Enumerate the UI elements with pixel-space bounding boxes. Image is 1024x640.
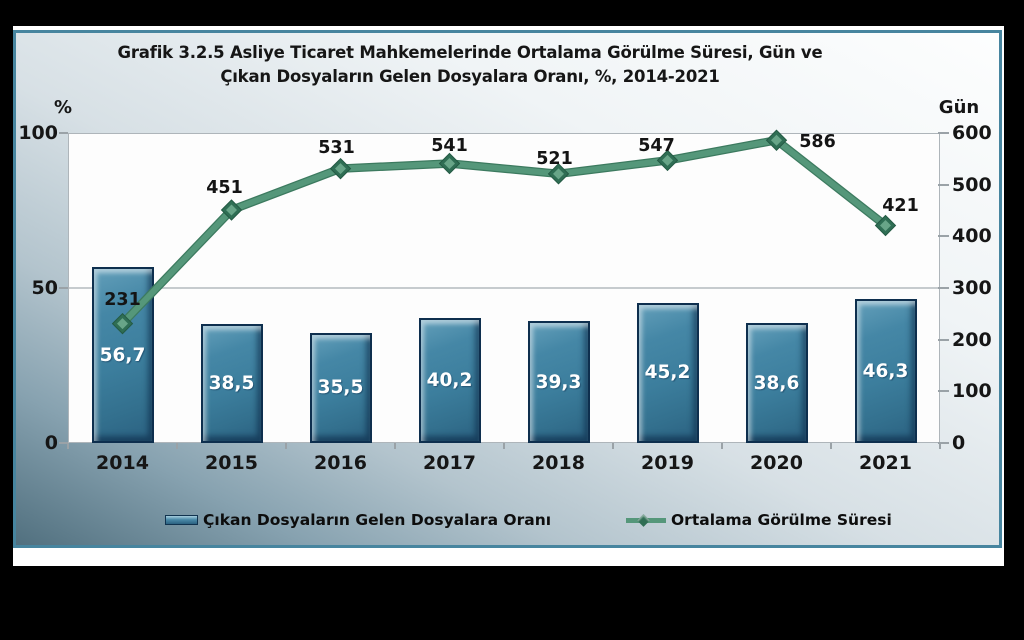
right-axis-tick	[938, 287, 949, 289]
x-axis-tick	[67, 443, 69, 449]
right-axis-tick	[938, 442, 949, 444]
x-axis-label-2021: 2021	[859, 452, 912, 474]
bar-value-label-2017: 40,2	[426, 370, 473, 392]
right-axis-tick-label: 400	[952, 225, 992, 248]
chart-title-line2: Çıkan Dosyaların Gelen Dosyalara Oranı, …	[220, 67, 720, 86]
left-axis-unit-label: %	[53, 97, 73, 118]
legend-item-line-series: Ortalama Görülme Süresi	[626, 511, 892, 529]
right-axis-unit-label: Gün	[938, 97, 980, 118]
x-axis-label-2019: 2019	[641, 452, 694, 474]
left-axis-tick	[59, 287, 68, 289]
right-axis-tick-label: 600	[952, 122, 992, 144]
x-axis-label-2020: 2020	[750, 452, 803, 474]
line-value-label-2020: 586	[799, 132, 836, 153]
x-axis-tick	[612, 443, 614, 449]
chart-title-line1: Grafik 3.2.5 Asliye Ticaret Mahkemelerin…	[117, 43, 823, 62]
line-value-label-2017: 541	[431, 136, 468, 157]
x-axis-tick	[830, 443, 832, 449]
left-axis-tick	[59, 442, 68, 444]
bar-series-swatch-icon	[165, 515, 198, 525]
x-axis-tick	[503, 443, 505, 449]
x-axis-label-2017: 2017	[423, 452, 476, 474]
line-series-swatch-icon	[626, 513, 666, 527]
left-axis-tick	[59, 132, 68, 134]
line-value-label-2016: 531	[318, 137, 355, 158]
x-axis-label-2018: 2018	[532, 452, 585, 474]
x-axis-label-2016: 2016	[314, 452, 367, 474]
bar-value-label-2019: 45,2	[644, 362, 691, 384]
bar-value-label-2015: 38,5	[208, 372, 255, 394]
right-axis-tick	[938, 183, 949, 186]
left-axis-tick-label: 50	[31, 277, 58, 299]
line-value-label-2018: 521	[536, 148, 573, 169]
gridline-50-percent	[69, 287, 939, 289]
x-axis-tick	[285, 443, 287, 449]
chart-title: Grafik 3.2.5 Asliye Ticaret Mahkemelerin…	[30, 41, 910, 89]
x-axis-label-2015: 2015	[205, 452, 258, 474]
right-axis-tick	[938, 132, 949, 134]
left-axis-tick-label: 100	[18, 122, 58, 144]
right-axis-tick	[938, 390, 949, 393]
bar-2018: 39,3	[527, 321, 590, 443]
right-axis-tick-label: 0	[952, 432, 966, 454]
legend-label-bar-series: Çıkan Dosyaların Gelen Dosyalara Oranı	[203, 511, 552, 529]
bar-value-label-2020: 38,6	[753, 372, 800, 394]
bar-value-label-2021: 46,3	[862, 360, 909, 382]
line-value-label-2021: 421	[882, 196, 919, 217]
bar-2017: 40,2	[418, 318, 481, 443]
bar-2015: 38,5	[200, 323, 263, 443]
left-axis-tick-label: 0	[44, 432, 58, 454]
x-axis-tick	[721, 443, 723, 449]
line-value-label-2014: 231	[104, 289, 141, 310]
bar-2020: 38,6	[745, 323, 808, 443]
x-axis-tick	[394, 443, 396, 449]
legend-label-line-series: Ortalama Görülme Süresi	[671, 511, 892, 529]
right-axis-tick-label: 300	[952, 277, 992, 299]
right-axis-tick	[938, 338, 949, 341]
x-axis-label-2014: 2014	[96, 452, 149, 474]
x-axis-tick	[939, 443, 941, 449]
legend-item-bar-series: Çıkan Dosyaların Gelen Dosyalara Oranı	[165, 511, 551, 529]
bar-2016: 35,5	[309, 332, 372, 443]
bar-value-label-2014: 56,7	[99, 344, 146, 366]
bar-value-label-2018: 39,3	[535, 371, 582, 393]
x-axis-tick	[176, 443, 178, 449]
right-axis-tick-label: 200	[952, 328, 992, 351]
right-axis-tick-label: 100	[952, 380, 992, 403]
right-axis-tick	[938, 235, 949, 238]
right-axis-tick-label: 500	[952, 173, 992, 196]
line-value-label-2015: 451	[206, 177, 243, 198]
bar-2019: 45,2	[636, 302, 699, 443]
bar-value-label-2016: 35,5	[317, 377, 364, 399]
line-value-label-2019: 547	[638, 136, 675, 157]
bar-2021: 46,3	[854, 299, 917, 443]
